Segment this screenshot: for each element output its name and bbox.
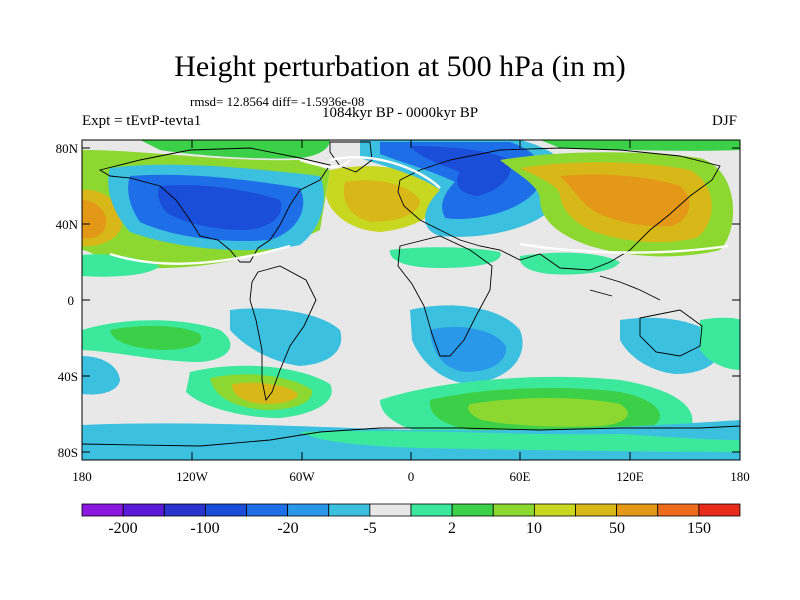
lat-label-40n: 40N [56,217,79,232]
coastlines [82,141,740,447]
colorbar-cell [533,503,576,517]
lon-label-180-west: 180 [72,469,92,484]
coastline-eurasia [397,147,721,271]
field-band-sh-east-positive [700,317,740,370]
coastline-africa [397,235,493,357]
lon-label-0: 0 [408,469,415,484]
field-band-arctic-positive [140,140,330,159]
coastline-maritime [589,275,661,301]
colorbar-label: 10 [526,520,542,537]
coastline-australia [639,309,703,357]
lon-label-180-east: 180 [730,469,750,484]
contour-highlights [109,156,729,266]
colorbar-label: -200 [108,520,137,537]
colorbar-label: -5 [363,520,376,537]
lat-label-0: 0 [68,293,75,308]
colorbar-cell [287,503,330,517]
field-band-sh-indian-positive-3 [468,398,628,427]
lon-label-60w: 60W [289,469,315,484]
longitude-labels: 180 120W 60W 0 60E 120E 180 [72,469,750,484]
field-band-antarctic-positive [300,430,740,452]
period-text: 1084kyr BP - 0000kyr BP [322,105,479,121]
field-band-sh-west-edge [82,356,120,395]
colorbar-cell [163,503,206,517]
lon-label-120w: 120W [176,469,209,484]
colorbar-cell [81,503,124,517]
lon-label-60e: 60E [510,469,531,484]
lat-label-80n: 80N [56,141,79,156]
field-band-eurasia-negative-deep [410,146,511,196]
colorbar-cell [575,503,618,517]
field-band-trop-pos-west [82,254,160,277]
stats-text: rmsd= 12.8564 diff= -1.5936e-08 [190,94,365,109]
lat-label-40s: 40S [58,369,78,384]
colorbar-labels: -200 -100 -20 -5 2 10 50 150 [108,520,711,537]
colorbar [81,503,741,517]
colorbar-cell [451,503,494,517]
colorbar-cell [246,503,289,517]
experiment-label: Expt = tEvtP-tevta1 [82,113,202,129]
colorbar-label: 50 [609,520,625,537]
colorbar-label: -100 [190,520,219,537]
field-band-tropical-positive-2 [519,252,620,275]
colorbar-label: -20 [277,520,298,537]
colorbar-cell [328,503,371,517]
axis-ticks [81,140,741,460]
field-band-asia-positive-inner [560,174,690,227]
colorbar-cell [369,503,412,517]
colorbar-cell [122,503,165,517]
colorbar-cell [492,503,535,517]
field-band-atlantic-positive-core [343,180,420,222]
figure-title: Height perturbation at 500 hPa (in m) [174,50,626,83]
colorbar-cell [410,503,453,517]
coastline-antarctica [82,425,740,447]
height-perturbation-field [82,140,740,460]
field-band-arctic-positive-2 [540,140,740,151]
colorbar-cell [616,503,659,517]
colorbar-cell [204,503,247,517]
field-band-nh-pacific-positive-inner [82,200,107,239]
field-band-sh-southamerica-negative [230,308,342,366]
coastline-north-america [98,147,331,263]
colorbar-cell [698,503,741,517]
coastline-greenland [329,141,373,173]
colorbar-cell [657,503,700,517]
field-band-sh-africa-negative-core [430,326,507,372]
season-label: DJF [712,113,738,129]
latitude-labels: 80N 40N 0 40S 80S [56,141,79,460]
lon-label-120e: 120E [616,469,644,484]
colorbar-label: 2 [448,520,456,537]
field-band-sh-australia-negative [620,317,722,374]
coastline-south-america [249,265,317,402]
field-band-sh-pacific-positive-2 [110,325,202,350]
lat-label-80s: 80S [58,445,78,460]
colorbar-label: 150 [687,520,711,537]
